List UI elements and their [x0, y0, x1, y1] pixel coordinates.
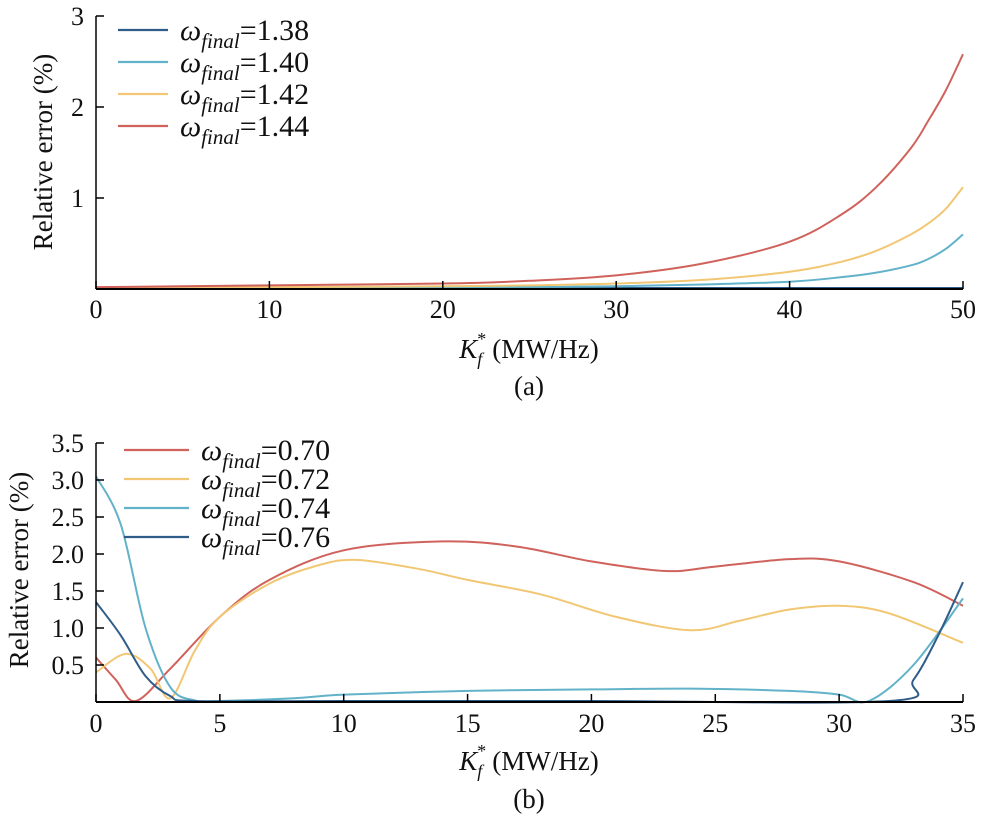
- y-tick-label: 0.5: [52, 651, 85, 680]
- x-tick-label: 50: [950, 295, 976, 324]
- legend-label: ωfinal=0.72: [201, 463, 330, 502]
- legend-subscript: final: [222, 536, 261, 560]
- legend-subscript: final: [201, 61, 240, 85]
- y-tick-label: 3: [71, 2, 84, 31]
- legend-value: =0.70: [261, 434, 330, 467]
- chart-panel-a: 0 10 20 30 40 50 1 2 3 Relative error (%) Kf* (MW/H…: [28, 2, 976, 401]
- legend-omega: ω: [201, 521, 222, 554]
- legend-omega: ω: [180, 14, 201, 47]
- x-tick-label: 30: [826, 709, 852, 738]
- series-line: [95, 53, 964, 289]
- legend-omega: ω: [201, 434, 222, 467]
- chart-panel-b: 0 5 10 15 20 25 30 35 0.5 1.0 1.5 2.0 2.5 3.0 3.5 Relat…: [4, 429, 976, 814]
- legend-subscript: final: [201, 125, 240, 149]
- panel-caption: (b): [513, 784, 544, 814]
- y-tick-label: 2.0: [52, 540, 85, 569]
- series-line: [95, 581, 964, 704]
- x-label-superscript: *: [477, 741, 486, 761]
- x-axis-label: Kf* (MW/Hz): [458, 329, 599, 369]
- series-line: [95, 558, 964, 700]
- y-axis-label: Relative error (%): [28, 54, 58, 250]
- series-line: [95, 233, 964, 290]
- legend-label: ωfinal=1.38: [180, 14, 309, 53]
- legend-value: =0.76: [261, 521, 330, 554]
- x-tick-label: 10: [331, 709, 357, 738]
- y-tick-label: 3.5: [52, 429, 85, 458]
- y-tick-label: 1.0: [52, 614, 85, 643]
- legend-subscript: final: [201, 29, 240, 53]
- series-line: [95, 186, 964, 289]
- x-tick-label: 15: [455, 709, 481, 738]
- legend-label: ωfinal=0.74: [201, 492, 330, 531]
- x-tick-label: 0: [90, 709, 103, 738]
- y-tick-label: 2: [71, 93, 84, 122]
- legend-subscript: final: [201, 93, 240, 117]
- x-label-symbol: K: [458, 334, 479, 364]
- x-label-subscript: f: [477, 349, 485, 369]
- legend-omega: ω: [180, 110, 201, 143]
- legend-subscript: final: [222, 507, 261, 531]
- x-tick-label: 30: [603, 295, 629, 324]
- legend-label: ωfinal=1.44: [180, 110, 309, 149]
- y-tick-label: 3.0: [52, 466, 85, 495]
- x-label-superscript: *: [477, 329, 486, 349]
- legend-value: =1.42: [240, 78, 309, 111]
- x-tick-label: 20: [578, 709, 604, 738]
- legend-value: =0.74: [261, 492, 330, 525]
- legend-label: ωfinal=0.70: [201, 434, 330, 473]
- x-tick-label: 25: [702, 709, 728, 738]
- legend-value: =0.72: [261, 463, 330, 496]
- x-axis-label: Kf* (MW/Hz): [458, 741, 599, 781]
- legend-label: ωfinal=1.42: [180, 78, 309, 117]
- series-line: [95, 540, 964, 703]
- legend-omega: ω: [201, 463, 222, 496]
- legend-omega: ω: [180, 46, 201, 79]
- x-label-unit: (MW/Hz): [492, 746, 598, 776]
- y-axis-label: Relative error (%): [4, 472, 34, 668]
- x-tick-label: 35: [950, 709, 976, 738]
- x-tick-label: 0: [90, 295, 103, 324]
- legend-value: =1.38: [240, 14, 309, 47]
- x-tick-label: 40: [777, 295, 803, 324]
- x-tick-label: 20: [430, 295, 456, 324]
- y-tick-label: 2.5: [52, 503, 85, 532]
- y-tick-label: 1: [71, 184, 84, 213]
- legend-label: ωfinal=0.76: [201, 521, 330, 560]
- legend-value: =1.44: [240, 110, 309, 143]
- legend: ωfinal=1.38ωfinal=1.40ωfinal=1.42ωfinal=…: [118, 14, 309, 149]
- legend-value: =1.40: [240, 46, 309, 79]
- series-line: [95, 475, 964, 704]
- legend-subscript: final: [222, 478, 261, 502]
- x-label-symbol: K: [458, 746, 479, 776]
- panel-caption: (a): [514, 371, 544, 401]
- x-label-unit: (MW/Hz): [492, 334, 598, 364]
- x-tick-label: 5: [213, 709, 226, 738]
- x-label-subscript: f: [477, 761, 485, 781]
- legend-omega: ω: [201, 492, 222, 525]
- legend-label: ωfinal=1.40: [180, 46, 309, 85]
- legend: ωfinal=0.70ωfinal=0.72ωfinal=0.74ωfinal=…: [124, 434, 330, 560]
- legend-subscript: final: [222, 449, 261, 473]
- x-tick-label: 10: [256, 295, 282, 324]
- legend-omega: ω: [180, 78, 201, 111]
- y-tick-label: 1.5: [52, 577, 85, 606]
